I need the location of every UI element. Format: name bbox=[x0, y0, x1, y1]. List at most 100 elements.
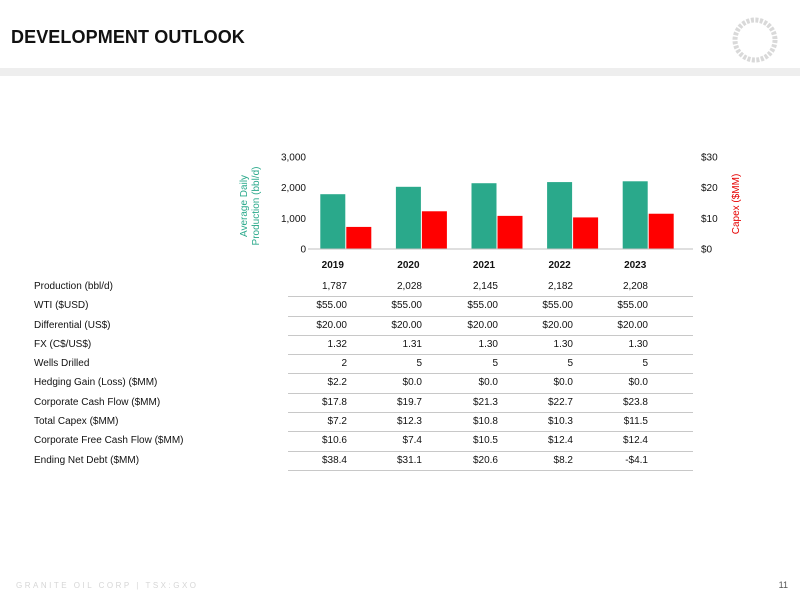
table-cell: $0.0 bbox=[628, 377, 648, 389]
table-cell: $20.00 bbox=[391, 319, 422, 331]
table-cell: $10.8 bbox=[472, 416, 498, 428]
table-cell: $31.1 bbox=[396, 454, 422, 466]
table-cell: $22.7 bbox=[547, 396, 573, 408]
table-row: Differential (US$) $20.00 $20.00 $20.00 $20.… bbox=[0, 317, 800, 336]
capex-bar bbox=[648, 213, 674, 249]
table-cell: $11.5 bbox=[623, 416, 648, 428]
capex-bar bbox=[421, 211, 447, 249]
table-cell: $38.4 bbox=[321, 454, 347, 466]
table-cell: $55.00 bbox=[542, 300, 573, 312]
year-label: 2021 bbox=[473, 260, 496, 271]
table-cell: 2,145 bbox=[472, 281, 498, 292]
table-cell: 2,208 bbox=[622, 281, 648, 292]
outlook-table: Production (bbl/d) 1,787 2,028 2,145 2,182 2,… bbox=[0, 278, 800, 471]
table-row: Production (bbl/d) 1,787 2,028 2,145 2,182 2,… bbox=[0, 278, 800, 298]
table-cell: $10.5 bbox=[472, 435, 498, 447]
row-label: FX (C$/US$) bbox=[34, 338, 92, 350]
row-divider bbox=[288, 354, 693, 356]
year-label: 2022 bbox=[548, 260, 571, 271]
row-label: Corporate Free Cash Flow ($MM) bbox=[34, 435, 184, 447]
footer-text: GRANITE OIL CORP | TSX:GXO bbox=[16, 581, 199, 590]
row-label: Corporate Cash Flow ($MM) bbox=[34, 396, 161, 408]
table-row: Ending Net Debt ($MM) $38.4 $31.1 $20.6 $8.2… bbox=[0, 452, 800, 471]
table-cell: $2.2 bbox=[327, 377, 347, 389]
row-divider bbox=[288, 296, 693, 298]
production-bar bbox=[471, 183, 497, 249]
row-label: Total Capex ($MM) bbox=[34, 416, 119, 428]
table-cell: $0.0 bbox=[553, 377, 573, 389]
right-axis-tick-label: $0 bbox=[701, 245, 713, 256]
table-cell: 1.30 bbox=[553, 338, 573, 350]
page-number: 11 bbox=[778, 580, 788, 590]
table-row: Wells Drilled 2 5 5 5 5 bbox=[0, 355, 800, 375]
table-cell: $10.6 bbox=[321, 435, 347, 447]
capex-bar bbox=[497, 215, 523, 249]
year-label: 2019 bbox=[322, 260, 345, 271]
right-axis-tick-label: $30 bbox=[701, 153, 718, 164]
table-row: Total Capex ($MM) $7.2 $12.3 $10.8 $10.3 $11.… bbox=[0, 413, 800, 433]
table-cell: 5 bbox=[567, 358, 573, 370]
row-divider bbox=[288, 412, 693, 414]
table-cell: $7.4 bbox=[402, 435, 422, 447]
table-cell: $0.0 bbox=[402, 377, 422, 389]
row-label: WTI ($USD) bbox=[34, 300, 89, 312]
row-divider bbox=[288, 334, 693, 336]
right-axis-label: Capex ($MM) bbox=[731, 174, 742, 235]
company-logo-icon bbox=[732, 17, 778, 63]
row-divider bbox=[288, 315, 693, 317]
table-cell: $20.00 bbox=[617, 319, 648, 331]
row-divider bbox=[288, 469, 693, 471]
table-cell: -$4.1 bbox=[625, 454, 648, 466]
row-label: Differential (US$) bbox=[34, 319, 111, 331]
row-divider bbox=[288, 450, 693, 452]
left-axis-tick-label: 3,000 bbox=[281, 153, 306, 164]
year-label: 2023 bbox=[624, 260, 647, 271]
table-cell: $12.4 bbox=[622, 435, 648, 447]
table-row: Hedging Gain (Loss) ($MM) $2.2 $0.0 $0.0 $0.… bbox=[0, 374, 800, 394]
table-cell: 1.31 bbox=[402, 338, 422, 350]
table-cell: 2 bbox=[341, 358, 347, 370]
capex-bar bbox=[346, 226, 372, 249]
row-label: Wells Drilled bbox=[34, 358, 90, 370]
row-label: Production (bbl/d) bbox=[34, 281, 113, 292]
left-axis-label-line-1: Average Daily bbox=[239, 175, 250, 237]
row-divider bbox=[288, 373, 693, 375]
left-axis-tick-label: 1,000 bbox=[281, 214, 306, 225]
table-row: WTI ($USD) $55.00 $55.00 $55.00 $55.00 $55.00 bbox=[0, 297, 800, 317]
year-label: 2020 bbox=[397, 260, 420, 271]
row-divider bbox=[288, 392, 693, 394]
table-cell: 1.30 bbox=[478, 338, 498, 350]
production-bar bbox=[320, 194, 346, 249]
row-label: Hedging Gain (Loss) ($MM) bbox=[34, 377, 158, 389]
slide-title: DEVELOPMENT OUTLOOK bbox=[11, 27, 245, 47]
row-label: Ending Net Debt ($MM) bbox=[34, 454, 140, 466]
row-divider bbox=[288, 431, 693, 433]
right-axis-tick-label: $10 bbox=[701, 214, 718, 225]
production-bar bbox=[395, 186, 421, 249]
table-cell: $55.00 bbox=[391, 300, 422, 312]
left-axis-tick-label: 2,000 bbox=[281, 183, 306, 194]
table-row: Corporate Cash Flow ($MM) $17.8 $19.7 $21.3… bbox=[0, 394, 800, 414]
table-cell: 1.30 bbox=[628, 338, 648, 350]
table-cell: 2,028 bbox=[396, 281, 422, 292]
table-cell: $21.3 bbox=[472, 396, 498, 408]
table-row: Corporate Free Cash Flow ($MM) $10.6 $7.4 $… bbox=[0, 432, 800, 452]
table-cell: $55.00 bbox=[617, 300, 648, 312]
table-cell: $55.00 bbox=[316, 300, 347, 312]
table-cell: $8.2 bbox=[553, 454, 573, 466]
production-bar bbox=[547, 182, 573, 249]
table-cell: 2,182 bbox=[547, 281, 573, 292]
table-cell: 5 bbox=[642, 358, 648, 370]
table-cell: $19.7 bbox=[396, 396, 422, 408]
table-cell: $20.00 bbox=[542, 319, 573, 331]
table-cell: $20.00 bbox=[467, 319, 498, 331]
table-cell: $20.6 bbox=[472, 454, 498, 466]
table-cell: $17.8 bbox=[321, 396, 347, 408]
header-band bbox=[0, 68, 800, 76]
table-cell: 1,787 bbox=[321, 281, 347, 292]
table-cell: 5 bbox=[492, 358, 498, 370]
left-axis-label-line-2: Production (bbl/d) bbox=[251, 167, 262, 246]
table-cell: $10.3 bbox=[547, 416, 573, 428]
production-bar bbox=[622, 181, 648, 249]
table-row: FX (C$/US$) 1.32 1.31 1.30 1.30 1.30 bbox=[0, 336, 800, 356]
